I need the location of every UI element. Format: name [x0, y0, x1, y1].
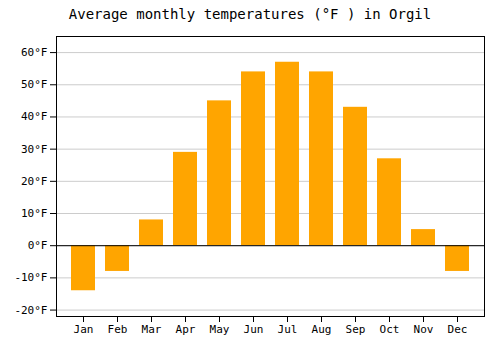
svg-text:60°F: 60°F — [21, 46, 48, 59]
svg-text:40°F: 40°F — [21, 110, 48, 123]
svg-text:Apr: Apr — [176, 323, 196, 336]
svg-text:Mar: Mar — [142, 323, 162, 336]
svg-text:Oct: Oct — [380, 323, 400, 336]
svg-text:Sep: Sep — [346, 323, 366, 336]
svg-text:20°F: 20°F — [21, 175, 48, 188]
svg-text:0°F: 0°F — [28, 239, 48, 252]
svg-text:Aug: Aug — [312, 323, 332, 336]
svg-text:May: May — [210, 323, 230, 336]
svg-text:Jan: Jan — [74, 323, 94, 336]
svg-text:Jul: Jul — [278, 323, 298, 336]
svg-text:Feb: Feb — [108, 323, 128, 336]
svg-text:Jun: Jun — [244, 323, 264, 336]
svg-text:-20°F: -20°F — [14, 304, 47, 317]
svg-text:50°F: 50°F — [21, 78, 48, 91]
svg-text:Nov: Nov — [414, 323, 434, 336]
svg-text:Dec: Dec — [448, 323, 468, 336]
html-text:Average monthly temperatures (: Average monthly temperatures (°F ) in Or… — [68, 6, 432, 22]
svg-text:-10°F: -10°F — [14, 271, 47, 284]
svg-text:10°F: 10°F — [21, 207, 48, 220]
svg-text:30°F: 30°F — [21, 143, 48, 156]
